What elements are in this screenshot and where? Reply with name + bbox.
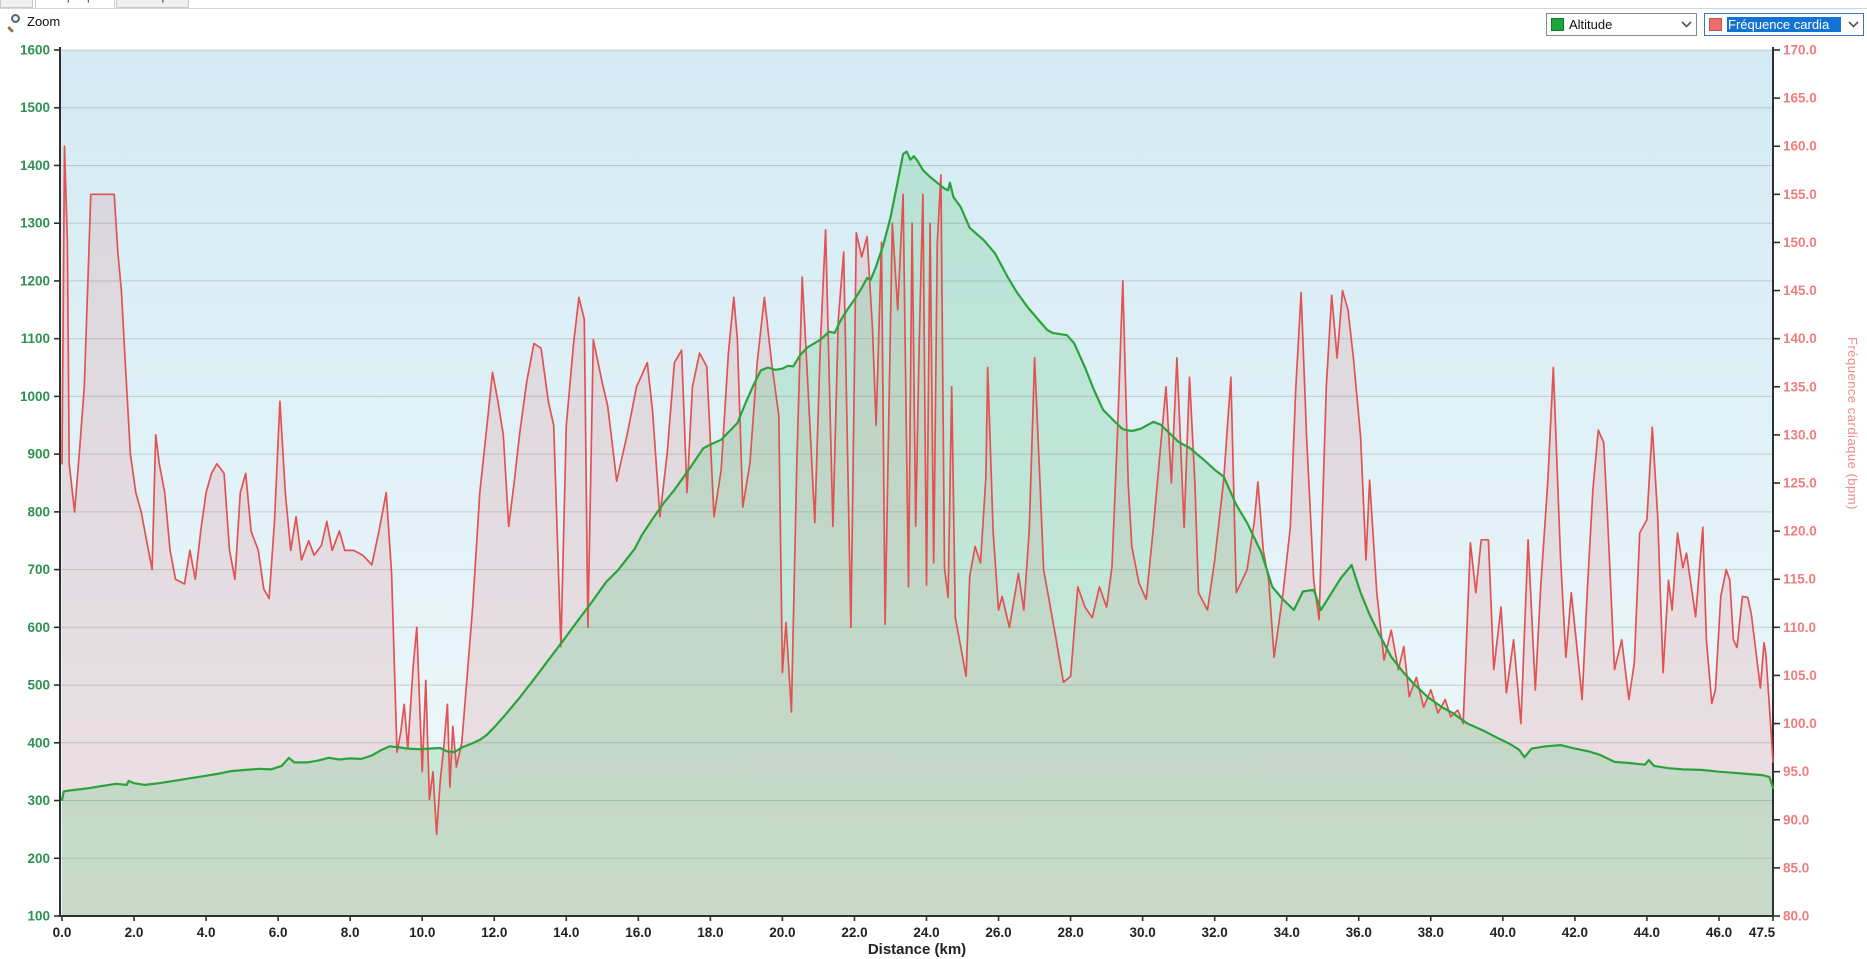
magnifier-icon <box>6 14 21 33</box>
svg-text:125.0: 125.0 <box>1783 476 1817 491</box>
svg-text:4.0: 4.0 <box>197 925 216 940</box>
tab-graphique[interactable]: Graphique <box>35 0 115 8</box>
svg-text:120.0: 120.0 <box>1783 524 1817 539</box>
svg-text:1100: 1100 <box>21 331 50 346</box>
svg-text:24.0: 24.0 <box>913 925 939 940</box>
svg-text:30.0: 30.0 <box>1129 925 1155 940</box>
zoom-label: Zoom <box>27 14 61 29</box>
svg-text:200: 200 <box>27 851 50 866</box>
tab-remarques[interactable]: Remarques <box>116 0 189 8</box>
tabbar-divider <box>0 8 1867 9</box>
svg-text:110.0: 110.0 <box>1783 620 1816 635</box>
svg-text:26.0: 26.0 <box>985 925 1011 940</box>
svg-text:8.0: 8.0 <box>341 925 360 940</box>
altitude-swatch <box>1551 18 1564 31</box>
hr-select-label: Fréquence cardia <box>1727 17 1841 32</box>
hr-swatch <box>1709 18 1722 31</box>
svg-text:20.0: 20.0 <box>769 925 795 940</box>
svg-text:22.0: 22.0 <box>841 925 867 940</box>
svg-text:80.0: 80.0 <box>1783 909 1809 924</box>
svg-text:16.0: 16.0 <box>625 925 651 940</box>
x-axis-title: Distance (km) <box>867 941 967 958</box>
svg-text:46.0: 46.0 <box>1706 925 1732 940</box>
svg-text:36.0: 36.0 <box>1346 925 1372 940</box>
svg-text:1400: 1400 <box>20 158 50 173</box>
svg-text:115.0: 115.0 <box>1783 572 1816 587</box>
svg-text:10.0: 10.0 <box>409 925 435 940</box>
tab-partial[interactable]: tes <box>0 0 33 8</box>
svg-text:105.0: 105.0 <box>1783 668 1817 683</box>
svg-text:600: 600 <box>27 620 50 635</box>
svg-text:1200: 1200 <box>20 273 50 288</box>
svg-text:32.0: 32.0 <box>1202 925 1228 940</box>
svg-text:160.0: 160.0 <box>1783 139 1817 154</box>
svg-text:1300: 1300 <box>20 216 50 231</box>
svg-text:2.0: 2.0 <box>125 925 144 940</box>
svg-text:34.0: 34.0 <box>1274 925 1300 940</box>
svg-text:900: 900 <box>27 447 50 462</box>
svg-text:400: 400 <box>27 735 50 750</box>
svg-text:1600: 1600 <box>20 43 50 58</box>
svg-text:1500: 1500 <box>20 100 50 115</box>
svg-text:95.0: 95.0 <box>1783 764 1809 779</box>
hr-series-select[interactable]: Fréquence cardia <box>1704 13 1864 36</box>
svg-text:100.0: 100.0 <box>1783 716 1817 731</box>
svg-text:100: 100 <box>27 909 50 924</box>
svg-text:0.0: 0.0 <box>53 925 72 940</box>
altitude-series-select[interactable]: Altitude <box>1546 13 1697 36</box>
svg-text:500: 500 <box>27 678 50 693</box>
svg-text:165.0: 165.0 <box>1783 91 1817 106</box>
svg-text:42.0: 42.0 <box>1562 925 1588 940</box>
altitude-select-label: Altitude <box>1569 17 1613 32</box>
svg-text:90.0: 90.0 <box>1783 812 1809 827</box>
svg-text:44.0: 44.0 <box>1634 925 1660 940</box>
zoom-control[interactable]: Zoom <box>6 14 61 33</box>
svg-text:150.0: 150.0 <box>1783 235 1817 250</box>
svg-text:12.0: 12.0 <box>481 925 507 940</box>
svg-text:300: 300 <box>27 793 50 808</box>
svg-text:140.0: 140.0 <box>1783 331 1817 346</box>
svg-text:6.0: 6.0 <box>269 925 288 940</box>
svg-text:14.0: 14.0 <box>553 925 579 940</box>
svg-text:28.0: 28.0 <box>1057 925 1083 940</box>
svg-text:85.0: 85.0 <box>1783 860 1809 875</box>
svg-text:1000: 1000 <box>20 389 50 404</box>
svg-text:700: 700 <box>27 562 50 577</box>
chevron-down-icon <box>1848 21 1859 28</box>
svg-text:170.0: 170.0 <box>1783 43 1817 58</box>
svg-text:18.0: 18.0 <box>697 925 723 940</box>
svg-text:38.0: 38.0 <box>1418 925 1444 940</box>
svg-text:135.0: 135.0 <box>1783 379 1817 394</box>
svg-text:40.0: 40.0 <box>1490 925 1516 940</box>
chevron-down-icon <box>1681 21 1692 28</box>
svg-text:130.0: 130.0 <box>1783 427 1817 442</box>
right-axis-title: Fréquence cardiaque (bpm) <box>1845 337 1860 510</box>
svg-text:800: 800 <box>27 504 50 519</box>
tab-bar: tes Graphique Remarques <box>0 0 1867 9</box>
svg-text:155.0: 155.0 <box>1783 187 1817 202</box>
svg-text:47.5: 47.5 <box>1749 925 1776 940</box>
svg-text:145.0: 145.0 <box>1783 283 1817 298</box>
